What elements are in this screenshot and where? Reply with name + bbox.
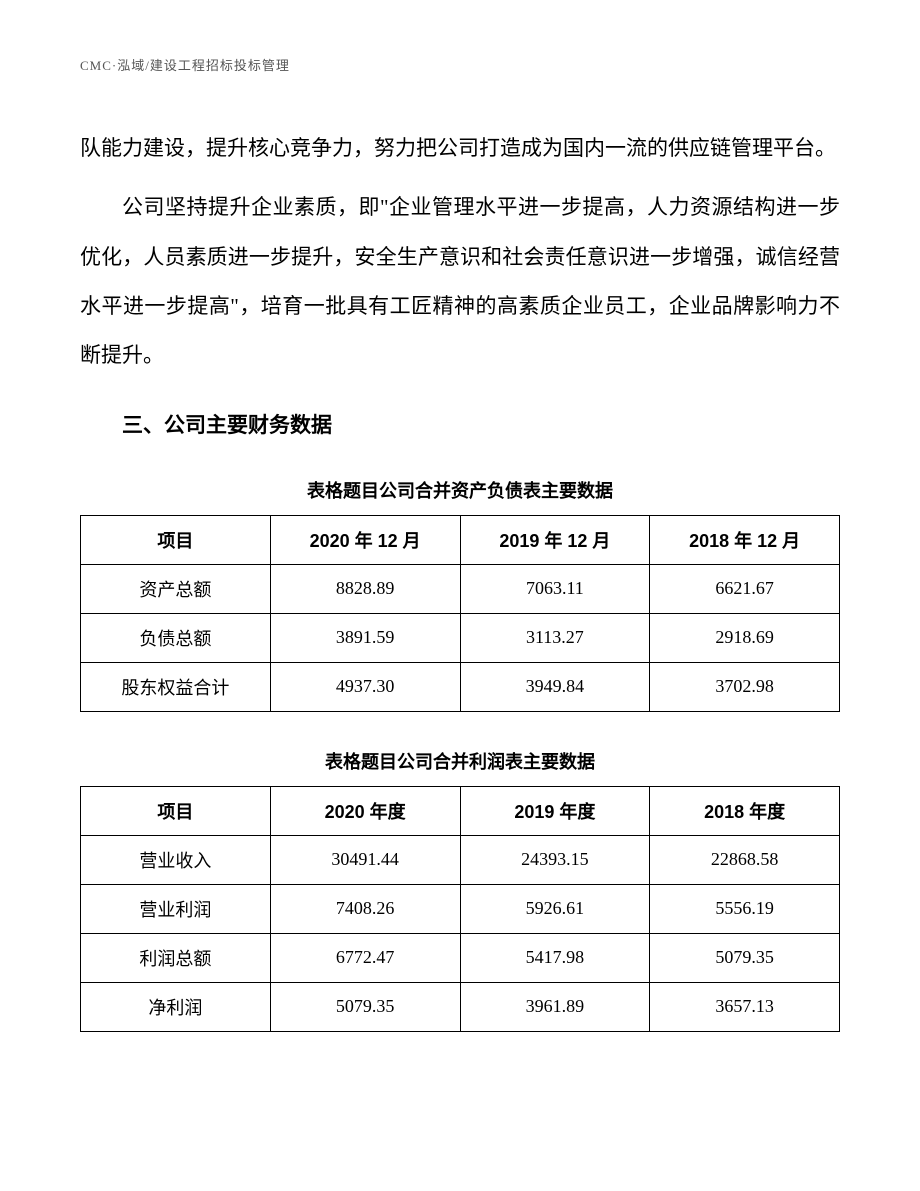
table-cell: 22868.58 (650, 835, 840, 884)
table-cell: 3949.84 (460, 662, 650, 711)
table-cell: 5926.61 (460, 884, 650, 933)
table-row: 资产总额 8828.89 7063.11 6621.67 (81, 564, 840, 613)
table-cell: 3113.27 (460, 613, 650, 662)
table-row: 净利润 5079.35 3961.89 3657.13 (81, 982, 840, 1031)
table-row: 利润总额 6772.47 5417.98 5079.35 (81, 933, 840, 982)
table-cell: 5556.19 (650, 884, 840, 933)
balance-sheet-table: 项目 2020 年 12 月 2019 年 12 月 2018 年 12 月 资… (80, 515, 840, 712)
table-cell: 3702.98 (650, 662, 840, 711)
table-cell: 利润总额 (81, 933, 271, 982)
paragraph-2: 公司坚持提升企业素质，即"企业管理水平进一步提高，人力资源结构进一步优化，人员素… (80, 183, 840, 380)
table-cell: 6772.47 (270, 933, 460, 982)
table-row: 股东权益合计 4937.30 3949.84 3702.98 (81, 662, 840, 711)
table-row: 营业收入 30491.44 24393.15 22868.58 (81, 835, 840, 884)
table-header-cell: 项目 (81, 786, 271, 835)
table-cell: 3657.13 (650, 982, 840, 1031)
table-row: 营业利润 7408.26 5926.61 5556.19 (81, 884, 840, 933)
section-heading: 三、公司主要财务数据 (80, 409, 840, 439)
income-statement-table: 项目 2020 年度 2019 年度 2018 年度 营业收入 30491.44… (80, 786, 840, 1032)
table-header-cell: 2019 年 12 月 (460, 515, 650, 564)
table1-title: 表格题目公司合并资产负债表主要数据 (80, 477, 840, 503)
table-header-cell: 2018 年 12 月 (650, 515, 840, 564)
table-cell: 4937.30 (270, 662, 460, 711)
table-cell: 5079.35 (270, 982, 460, 1031)
table-header-cell: 项目 (81, 515, 271, 564)
table-cell: 5079.35 (650, 933, 840, 982)
table-cell: 8828.89 (270, 564, 460, 613)
table-cell: 负债总额 (81, 613, 271, 662)
table-row: 负债总额 3891.59 3113.27 2918.69 (81, 613, 840, 662)
table-cell: 股东权益合计 (81, 662, 271, 711)
table-cell: 营业收入 (81, 835, 271, 884)
table-cell: 24393.15 (460, 835, 650, 884)
table-header-cell: 2020 年度 (270, 786, 460, 835)
table-cell: 资产总额 (81, 564, 271, 613)
paragraph-1: 队能力建设，提升核心竞争力，努力把公司打造成为国内一流的供应链管理平台。 (80, 124, 840, 173)
table-cell: 净利润 (81, 982, 271, 1031)
table-header-cell: 2020 年 12 月 (270, 515, 460, 564)
table2-title: 表格题目公司合并利润表主要数据 (80, 748, 840, 774)
table-cell: 3961.89 (460, 982, 650, 1031)
table-cell: 7408.26 (270, 884, 460, 933)
table-header-cell: 2018 年度 (650, 786, 840, 835)
table-cell: 2918.69 (650, 613, 840, 662)
table-cell: 营业利润 (81, 884, 271, 933)
table-cell: 7063.11 (460, 564, 650, 613)
table-cell: 3891.59 (270, 613, 460, 662)
table-cell: 5417.98 (460, 933, 650, 982)
table-header-cell: 2019 年度 (460, 786, 650, 835)
table-cell: 30491.44 (270, 835, 460, 884)
page-header: CMC·泓域/建设工程招标投标管理 (80, 55, 840, 74)
table-header-row: 项目 2020 年度 2019 年度 2018 年度 (81, 786, 840, 835)
table-cell: 6621.67 (650, 564, 840, 613)
table-header-row: 项目 2020 年 12 月 2019 年 12 月 2018 年 12 月 (81, 515, 840, 564)
